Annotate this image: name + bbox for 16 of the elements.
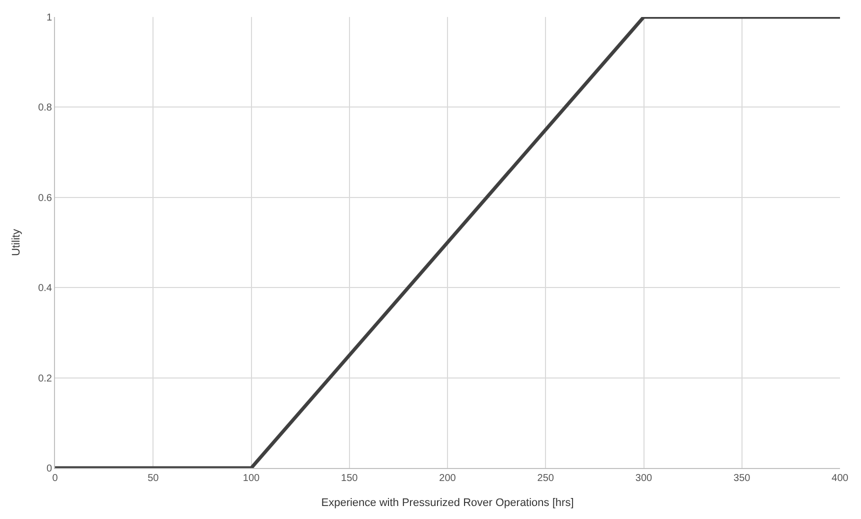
y-tick-label: 0.6 <box>38 192 52 204</box>
x-tick-label: 250 <box>537 473 554 484</box>
y-tick-label: 0.8 <box>38 102 52 114</box>
x-tick-label: 400 <box>832 473 849 484</box>
x-tick-label: 350 <box>734 473 751 484</box>
y-axis-title: Utility <box>10 228 23 256</box>
y-tick-label: 0.2 <box>38 373 52 384</box>
x-tick-label: 200 <box>439 473 456 484</box>
y-tick-label: 1 <box>46 12 52 24</box>
y-tick-label: 0.4 <box>38 283 52 294</box>
x-tick-label: 100 <box>242 473 260 484</box>
x-axis-title: Experience with Pressurized Rover Operations [hrs] <box>321 497 574 510</box>
x-tick-label: 300 <box>635 473 653 484</box>
x-tick-label: 50 <box>148 473 160 484</box>
y-tick-label: 0 <box>46 464 52 474</box>
x-tick-label: 150 <box>341 473 358 484</box>
